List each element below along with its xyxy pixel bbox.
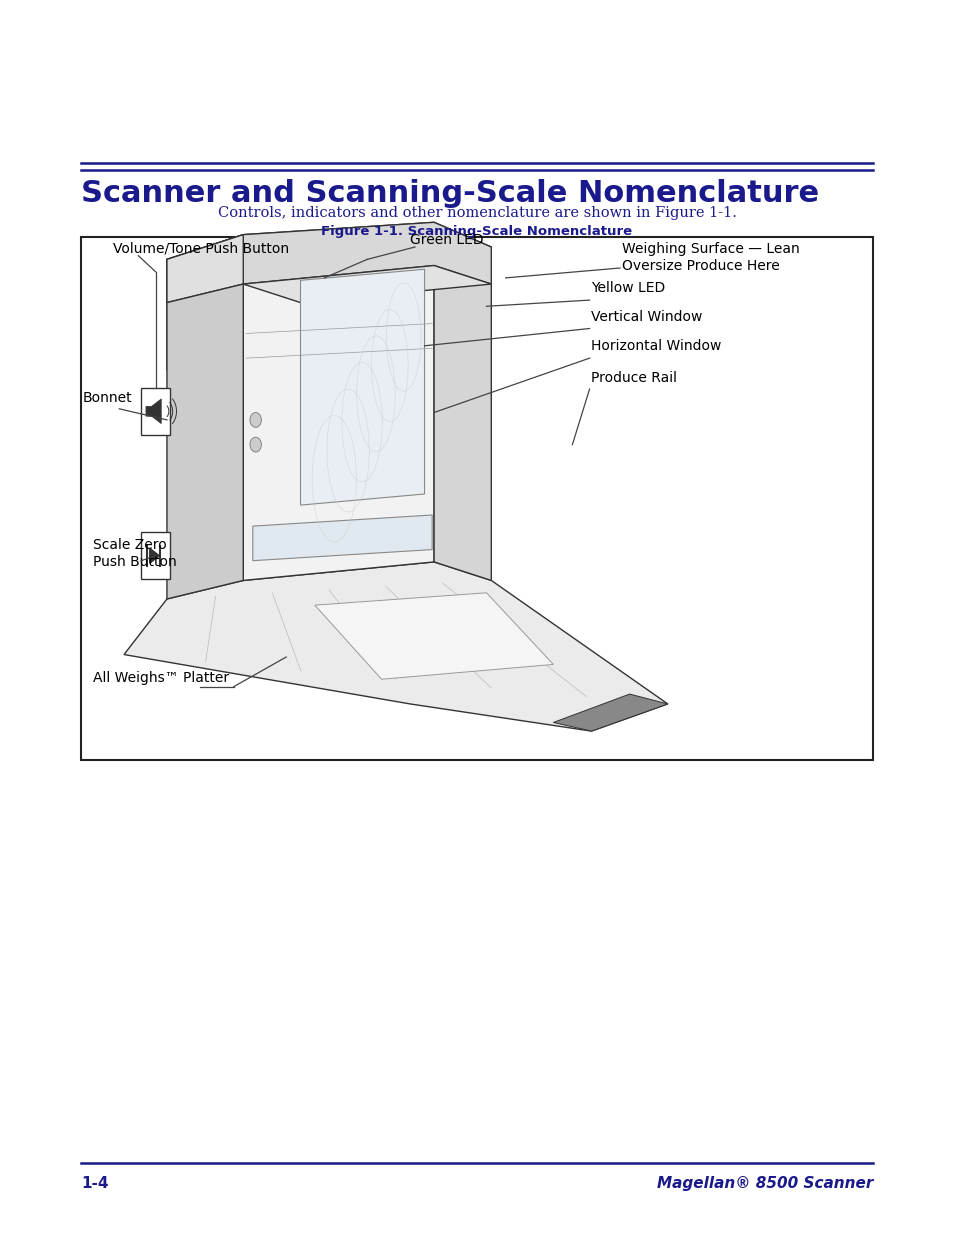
Circle shape [250,412,261,427]
Polygon shape [253,515,432,561]
Text: All Weighs™ Platter: All Weighs™ Platter [93,672,230,685]
Text: 1-4: 1-4 [81,1176,109,1191]
Text: Produce Rail: Produce Rail [591,372,677,385]
Text: Push Button: Push Button [92,556,176,569]
Text: Green LED: Green LED [410,233,483,247]
Text: Vertical Window: Vertical Window [591,310,702,324]
Text: Yellow LED: Yellow LED [591,282,665,295]
Polygon shape [150,548,159,563]
Polygon shape [434,266,491,580]
Text: Volume/Tone Push Button: Volume/Tone Push Button [112,242,289,256]
Polygon shape [300,269,424,505]
Polygon shape [167,222,491,370]
Text: Magellan® 8500 Scanner: Magellan® 8500 Scanner [656,1176,872,1191]
Bar [141,388,170,435]
Bar [81,237,872,760]
Text: Scanner and Scanning-Scale Nomenclature: Scanner and Scanning-Scale Nomenclature [81,179,819,207]
Polygon shape [314,593,553,679]
Polygon shape [243,266,491,303]
Text: Bonnet: Bonnet [83,391,132,405]
Circle shape [250,437,261,452]
Polygon shape [167,235,243,303]
Text: Controls, indicators and other nomenclature are shown in Figure 1-1.: Controls, indicators and other nomenclat… [217,206,736,220]
Text: Oversize Produce Here: Oversize Produce Here [621,259,779,273]
Polygon shape [167,222,491,303]
Text: Scale Zero: Scale Zero [92,538,166,552]
Polygon shape [167,284,243,599]
Polygon shape [243,266,434,580]
Bar [141,532,170,579]
Text: Horizontal Window: Horizontal Window [591,340,721,353]
Text: Weighing Surface — Lean: Weighing Surface — Lean [621,242,799,256]
Polygon shape [146,399,161,424]
Polygon shape [553,694,667,731]
Text: Figure 1-1. Scanning-Scale Nomenclature: Figure 1-1. Scanning-Scale Nomenclature [321,225,632,238]
Polygon shape [124,562,667,731]
